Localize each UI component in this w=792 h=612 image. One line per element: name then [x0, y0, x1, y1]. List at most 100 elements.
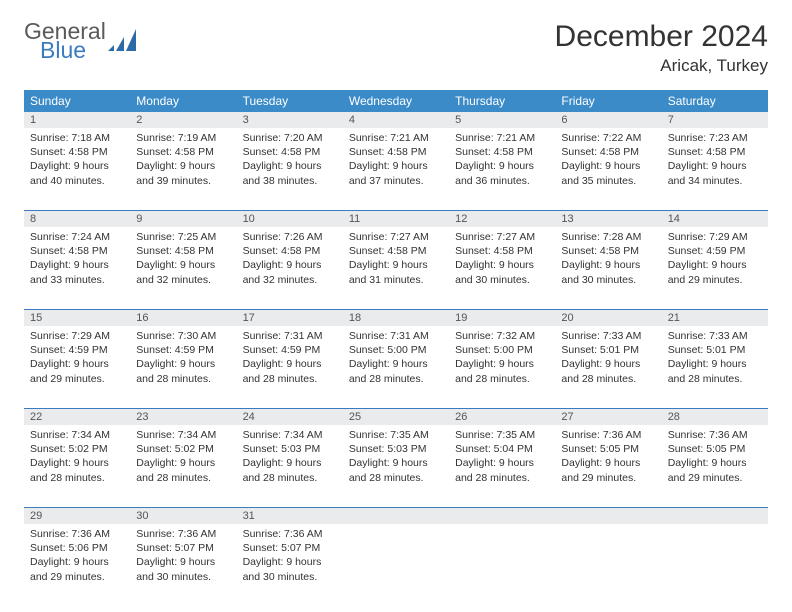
- day-details: Sunrise: 7:36 AMSunset: 5:07 PMDaylight:…: [130, 524, 236, 590]
- weekday-header: Thursday: [449, 90, 555, 112]
- sunset-line: Sunset: 5:05 PM: [668, 442, 762, 456]
- day-number: 16: [130, 309, 236, 326]
- sunset-line: Sunset: 4:59 PM: [243, 343, 337, 357]
- weekday-header: Tuesday: [237, 90, 343, 112]
- sunset-line: Sunset: 4:59 PM: [136, 343, 230, 357]
- day-cell: [555, 524, 661, 606]
- sunrise-line: Sunrise: 7:28 AM: [561, 230, 655, 244]
- sunrise-line: Sunrise: 7:27 AM: [455, 230, 549, 244]
- daynum-row: 22232425262728: [24, 408, 768, 425]
- day-details: Sunrise: 7:29 AMSunset: 4:59 PMDaylight:…: [24, 326, 130, 392]
- day-details: Sunrise: 7:25 AMSunset: 4:58 PMDaylight:…: [130, 227, 236, 293]
- day-number: 29: [24, 507, 130, 524]
- sunrise-line: Sunrise: 7:36 AM: [30, 527, 124, 541]
- day-details: Sunrise: 7:27 AMSunset: 4:58 PMDaylight:…: [449, 227, 555, 293]
- day-cell: Sunrise: 7:27 AMSunset: 4:58 PMDaylight:…: [449, 227, 555, 309]
- day-number: 9: [130, 210, 236, 227]
- day-number: 24: [237, 408, 343, 425]
- day-details: Sunrise: 7:29 AMSunset: 4:59 PMDaylight:…: [662, 227, 768, 293]
- sunset-line: Sunset: 4:58 PM: [136, 244, 230, 258]
- sunrise-line: Sunrise: 7:30 AM: [136, 329, 230, 343]
- day-number: 2: [130, 112, 236, 128]
- logo-text: General Blue: [24, 20, 106, 62]
- weekday-header: Saturday: [662, 90, 768, 112]
- sunset-line: Sunset: 4:58 PM: [349, 244, 443, 258]
- day-number-empty: [449, 507, 555, 524]
- daylight-line: Daylight: 9 hours and 35 minutes.: [561, 159, 655, 187]
- day-cell: Sunrise: 7:34 AMSunset: 5:02 PMDaylight:…: [24, 425, 130, 507]
- day-cell: Sunrise: 7:34 AMSunset: 5:03 PMDaylight:…: [237, 425, 343, 507]
- day-number: 17: [237, 309, 343, 326]
- sunset-line: Sunset: 4:59 PM: [30, 343, 124, 357]
- day-cell: Sunrise: 7:34 AMSunset: 5:02 PMDaylight:…: [130, 425, 236, 507]
- day-details: Sunrise: 7:26 AMSunset: 4:58 PMDaylight:…: [237, 227, 343, 293]
- day-number-empty: [555, 507, 661, 524]
- daylight-line: Daylight: 9 hours and 28 minutes.: [668, 357, 762, 385]
- day-details: Sunrise: 7:19 AMSunset: 4:58 PMDaylight:…: [130, 128, 236, 194]
- day-cell: Sunrise: 7:23 AMSunset: 4:58 PMDaylight:…: [662, 128, 768, 210]
- daylight-line: Daylight: 9 hours and 29 minutes.: [668, 258, 762, 286]
- daylight-line: Daylight: 9 hours and 28 minutes.: [136, 456, 230, 484]
- daylight-line: Daylight: 9 hours and 28 minutes.: [455, 456, 549, 484]
- day-details: Sunrise: 7:30 AMSunset: 4:59 PMDaylight:…: [130, 326, 236, 392]
- day-cell: Sunrise: 7:35 AMSunset: 5:04 PMDaylight:…: [449, 425, 555, 507]
- day-number: 1: [24, 112, 130, 128]
- sunrise-line: Sunrise: 7:31 AM: [243, 329, 337, 343]
- month-title: December 2024: [555, 20, 768, 54]
- day-details: Sunrise: 7:34 AMSunset: 5:03 PMDaylight:…: [237, 425, 343, 491]
- sunset-line: Sunset: 4:58 PM: [30, 244, 124, 258]
- day-details: Sunrise: 7:24 AMSunset: 4:58 PMDaylight:…: [24, 227, 130, 293]
- sunrise-line: Sunrise: 7:26 AM: [243, 230, 337, 244]
- sunset-line: Sunset: 4:58 PM: [30, 145, 124, 159]
- daylight-line: Daylight: 9 hours and 30 minutes.: [243, 555, 337, 583]
- calendar-body: 1234567Sunrise: 7:18 AMSunset: 4:58 PMDa…: [24, 112, 768, 606]
- daynum-row: 293031: [24, 507, 768, 524]
- day-details: Sunrise: 7:36 AMSunset: 5:06 PMDaylight:…: [24, 524, 130, 590]
- sunrise-line: Sunrise: 7:35 AM: [455, 428, 549, 442]
- day-cell: Sunrise: 7:35 AMSunset: 5:03 PMDaylight:…: [343, 425, 449, 507]
- daylight-line: Daylight: 9 hours and 30 minutes.: [561, 258, 655, 286]
- day-cell: Sunrise: 7:32 AMSunset: 5:00 PMDaylight:…: [449, 326, 555, 408]
- day-number: 21: [662, 309, 768, 326]
- daylight-line: Daylight: 9 hours and 33 minutes.: [30, 258, 124, 286]
- sunset-line: Sunset: 5:07 PM: [136, 541, 230, 555]
- sunset-line: Sunset: 5:03 PM: [349, 442, 443, 456]
- sunrise-line: Sunrise: 7:25 AM: [136, 230, 230, 244]
- daynum-row: 15161718192021: [24, 309, 768, 326]
- day-details: Sunrise: 7:18 AMSunset: 4:58 PMDaylight:…: [24, 128, 130, 194]
- day-cell: Sunrise: 7:21 AMSunset: 4:58 PMDaylight:…: [449, 128, 555, 210]
- day-content-row: Sunrise: 7:24 AMSunset: 4:58 PMDaylight:…: [24, 227, 768, 309]
- day-cell: Sunrise: 7:36 AMSunset: 5:05 PMDaylight:…: [662, 425, 768, 507]
- sunrise-line: Sunrise: 7:36 AM: [561, 428, 655, 442]
- sunrise-line: Sunrise: 7:34 AM: [136, 428, 230, 442]
- day-details: Sunrise: 7:22 AMSunset: 4:58 PMDaylight:…: [555, 128, 661, 194]
- daynum-row: 1234567: [24, 112, 768, 128]
- sunset-line: Sunset: 4:58 PM: [349, 145, 443, 159]
- day-cell: [662, 524, 768, 606]
- weekday-header: Friday: [555, 90, 661, 112]
- day-number: 10: [237, 210, 343, 227]
- sunrise-line: Sunrise: 7:22 AM: [561, 131, 655, 145]
- day-details: Sunrise: 7:36 AMSunset: 5:05 PMDaylight:…: [662, 425, 768, 491]
- sunrise-line: Sunrise: 7:19 AM: [136, 131, 230, 145]
- day-number: 5: [449, 112, 555, 128]
- daylight-line: Daylight: 9 hours and 39 minutes.: [136, 159, 230, 187]
- day-details: Sunrise: 7:31 AMSunset: 5:00 PMDaylight:…: [343, 326, 449, 392]
- daylight-line: Daylight: 9 hours and 28 minutes.: [561, 357, 655, 385]
- daynum-row: 891011121314: [24, 210, 768, 227]
- day-number: 4: [343, 112, 449, 128]
- day-cell: Sunrise: 7:28 AMSunset: 4:58 PMDaylight:…: [555, 227, 661, 309]
- day-details: Sunrise: 7:21 AMSunset: 4:58 PMDaylight:…: [343, 128, 449, 194]
- day-number-empty: [662, 507, 768, 524]
- sunset-line: Sunset: 4:58 PM: [243, 244, 337, 258]
- sunrise-line: Sunrise: 7:24 AM: [30, 230, 124, 244]
- day-cell: Sunrise: 7:30 AMSunset: 4:59 PMDaylight:…: [130, 326, 236, 408]
- daylight-line: Daylight: 9 hours and 28 minutes.: [243, 456, 337, 484]
- day-details: Sunrise: 7:32 AMSunset: 5:00 PMDaylight:…: [449, 326, 555, 392]
- sunset-line: Sunset: 5:07 PM: [243, 541, 337, 555]
- day-number: 23: [130, 408, 236, 425]
- sunrise-line: Sunrise: 7:34 AM: [243, 428, 337, 442]
- daylight-line: Daylight: 9 hours and 38 minutes.: [243, 159, 337, 187]
- day-cell: Sunrise: 7:36 AMSunset: 5:05 PMDaylight:…: [555, 425, 661, 507]
- day-cell: Sunrise: 7:36 AMSunset: 5:06 PMDaylight:…: [24, 524, 130, 606]
